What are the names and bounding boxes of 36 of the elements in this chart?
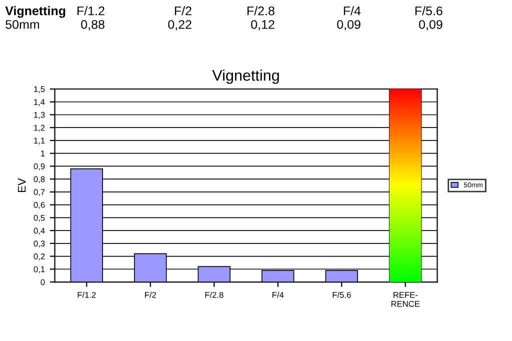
text: 0,09 bbox=[419, 20, 442, 30]
y-tick-label: 0,2 bbox=[34, 253, 45, 260]
y-tick-label: 0,8 bbox=[34, 176, 45, 184]
y-tick-label: 0,1 bbox=[34, 266, 45, 274]
y-tick-label: 0,6 bbox=[34, 202, 45, 209]
y-tick-label: 1 bbox=[41, 150, 45, 156]
text: 0,12 bbox=[251, 20, 274, 30]
x-tick-label: F/4 bbox=[272, 292, 284, 298]
y-tick-label: 0,4 bbox=[34, 228, 45, 235]
y-tick-label: 1,2 bbox=[34, 124, 45, 132]
y-tick-label: 0,7 bbox=[34, 189, 45, 196]
text: F/1.2 bbox=[78, 6, 104, 16]
text: 0,22 bbox=[168, 20, 192, 30]
y-axis-title: EV bbox=[18, 178, 26, 192]
y-tick-label: 0,9 bbox=[34, 163, 45, 170]
x-tick-label: F/5.6 bbox=[332, 292, 351, 298]
y-tick-label: 1,5 bbox=[34, 86, 45, 94]
x-tick-label: F/2.8 bbox=[205, 292, 224, 298]
y-tick-label: 0,3 bbox=[34, 240, 45, 248]
text: F/4 bbox=[344, 6, 361, 16]
text: F/5.6 bbox=[415, 6, 442, 16]
y-tick-label: 1,3 bbox=[34, 112, 45, 119]
x-tick-label: REFE- RENCE bbox=[391, 292, 420, 307]
x-tick-label: F/1.2 bbox=[78, 292, 96, 298]
text: F/2.8 bbox=[247, 6, 274, 16]
y-tick-label: 1,4 bbox=[34, 99, 45, 106]
text: 50mm bbox=[6, 20, 40, 29]
x-tick-label: F/2 bbox=[145, 292, 156, 298]
y-tick-label: 1,1 bbox=[34, 138, 45, 145]
text: F/2 bbox=[174, 6, 192, 16]
text: Vignetting bbox=[5, 6, 66, 18]
text: 0,88 bbox=[81, 20, 104, 30]
y-tick-label: 0,5 bbox=[34, 214, 45, 222]
chart-title: Vignetting bbox=[212, 70, 279, 84]
text: 0,09 bbox=[337, 20, 360, 30]
y-tick-label: 0 bbox=[40, 279, 45, 286]
